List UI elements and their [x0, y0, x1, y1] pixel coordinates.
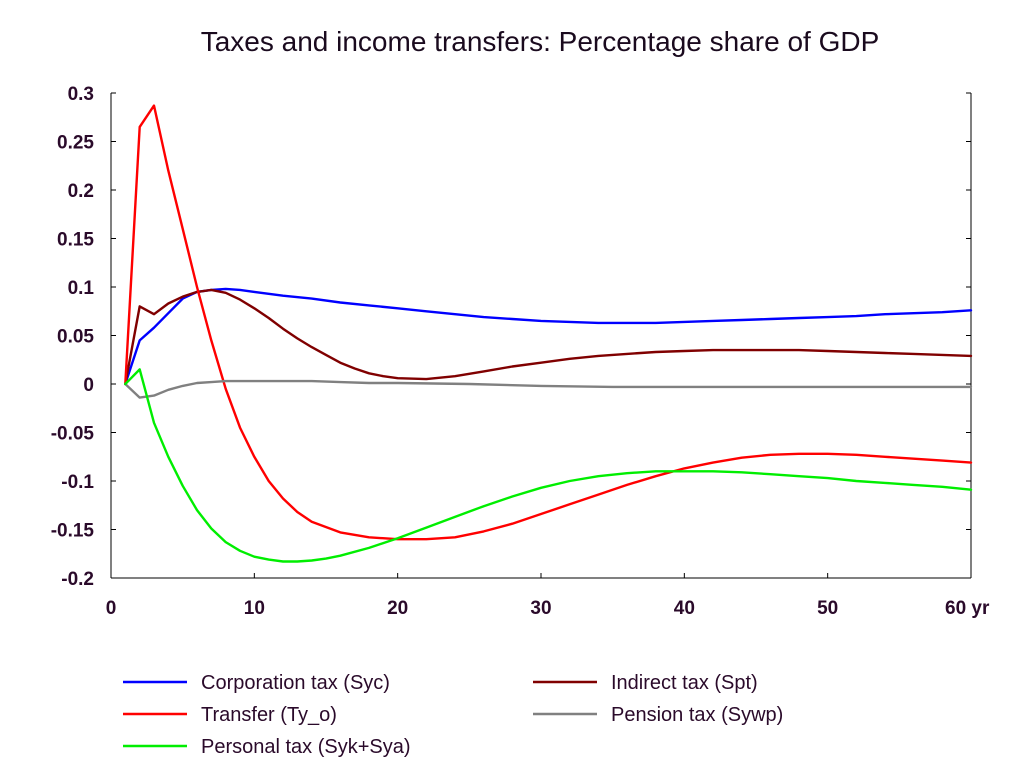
x-tick-label: 60 yr: [945, 598, 990, 619]
series-line-0: [124, 287, 973, 386]
x-tick-label: 40: [674, 598, 695, 619]
y-tick-label: -0.05: [51, 424, 95, 445]
legend-label-2: Transfer (Ty_o): [201, 704, 337, 726]
y-tick-label: 0.05: [57, 327, 94, 348]
axes: 0.3 0.25 0.2 0.15 0.1 0.05 0 -0.05 -0.1 -0.15 -0.2…: [51, 84, 990, 619]
x-tick-label: 50: [817, 598, 838, 619]
legend: Corporation tax (Syc) Indirect tax (Spt) T…: [123, 672, 783, 758]
y-tick-label: -0.15: [51, 521, 95, 542]
y-tick-label: 0.3: [68, 84, 94, 105]
y-tick-label: -0.1: [61, 472, 94, 493]
legend-label-4: Personal tax (Syk+Sya): [201, 736, 411, 758]
y-tick-label: 0.2: [68, 181, 94, 202]
series-line-1: [124, 288, 973, 386]
series-lines: [124, 104, 973, 563]
x-tick-label: 0: [106, 598, 117, 619]
legend-label-1: Indirect tax (Spt): [611, 672, 758, 694]
series-line-3: [124, 379, 973, 399]
chart-title: Taxes and income transfers: Percentage s…: [201, 26, 880, 57]
x-tick-label: 30: [530, 598, 551, 619]
series-line-4: [124, 368, 973, 563]
y-tick-label: 0.15: [57, 230, 94, 251]
y-tick-label: -0.2: [61, 569, 94, 590]
y-tick-label: 0: [83, 375, 94, 396]
y-tick-label: 0.25: [57, 133, 94, 154]
series-line-2: [124, 104, 973, 541]
x-tick-label: 10: [244, 598, 265, 619]
x-tick-label: 20: [387, 598, 408, 619]
y-tick-label: 0.1: [68, 278, 95, 299]
legend-label-0: Corporation tax (Syc): [201, 672, 390, 694]
legend-label-3: Pension tax (Sywp): [611, 704, 783, 726]
